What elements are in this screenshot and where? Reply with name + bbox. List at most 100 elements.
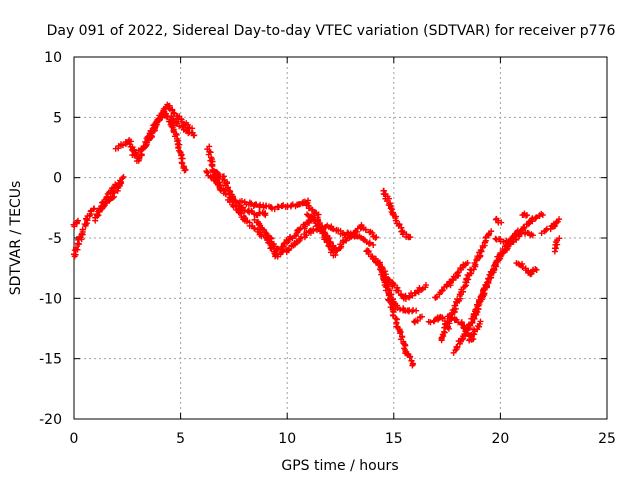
data-point — [418, 286, 425, 293]
data-point — [402, 292, 409, 299]
data-point — [275, 245, 282, 252]
series-track-9 — [210, 167, 269, 219]
data-point — [427, 319, 434, 326]
data-point — [477, 252, 484, 259]
data-point — [96, 208, 103, 215]
data-point — [165, 104, 172, 111]
data-point — [70, 251, 77, 258]
data-point — [520, 224, 527, 231]
data-point — [454, 343, 461, 350]
data-point — [409, 308, 416, 315]
data-point — [314, 222, 321, 229]
series-track-7 — [168, 113, 198, 139]
series-track-27 — [492, 229, 536, 248]
series-track-15 — [344, 229, 377, 248]
series-track-18 — [375, 259, 416, 369]
data-point — [464, 259, 471, 266]
data-point — [168, 123, 175, 130]
series-track-2 — [70, 217, 81, 230]
data-point — [91, 205, 98, 212]
data-point — [327, 239, 334, 246]
x-tick-label: 25 — [598, 431, 616, 447]
y-tick-label: 0 — [53, 171, 62, 187]
y-tick-label: -15 — [39, 352, 62, 368]
data-point — [227, 188, 234, 195]
data-point — [477, 318, 484, 325]
data-point — [375, 260, 382, 267]
data-point — [79, 226, 86, 233]
data-point — [127, 138, 134, 145]
data-point — [169, 118, 176, 125]
series-track-11 — [237, 197, 312, 213]
data-point — [406, 354, 413, 361]
data-point — [366, 240, 373, 247]
data-point — [72, 244, 79, 251]
data-point — [439, 287, 446, 294]
data-point — [222, 190, 229, 197]
series-track-6 — [129, 101, 196, 159]
data-point — [181, 167, 188, 174]
data-point — [275, 203, 282, 210]
data-point — [414, 317, 421, 324]
series-track-21 — [425, 313, 452, 332]
data-point — [468, 319, 475, 326]
data-point — [414, 288, 421, 295]
data-point — [524, 212, 531, 219]
series-track-1 — [70, 205, 98, 260]
data-point — [168, 113, 175, 120]
data-point — [461, 331, 468, 338]
data-point — [394, 324, 401, 331]
data-point — [293, 238, 300, 245]
x-tick-label: 0 — [70, 431, 79, 447]
data-point — [111, 189, 118, 196]
data-point — [293, 230, 300, 237]
data-point — [532, 266, 539, 273]
data-point — [413, 307, 420, 314]
data-point — [280, 240, 287, 247]
data-point — [407, 234, 414, 241]
data-point — [463, 275, 470, 282]
data-point — [191, 132, 198, 139]
data-point — [451, 302, 458, 309]
y-tick-labels: -20 -15 -10 -5 0 5 10 — [39, 50, 62, 428]
data-point — [279, 202, 286, 209]
data-point — [369, 229, 376, 236]
data-point — [132, 149, 139, 156]
data-point — [387, 205, 394, 212]
data-point — [362, 226, 369, 233]
y-axis-label: SDTVAR / TECUs — [8, 181, 24, 296]
data-point — [539, 212, 546, 219]
x-axis-label: GPS time / hours — [281, 458, 398, 474]
data-point — [441, 329, 448, 336]
series-track-14 — [304, 211, 380, 255]
data-point — [533, 214, 540, 221]
chart-title: Day 091 of 2022, Sidereal Day-to-day VTE… — [47, 23, 616, 39]
data-point — [262, 210, 269, 217]
data-point — [422, 282, 429, 289]
data-point — [498, 219, 505, 226]
data-point — [396, 330, 403, 337]
data-point — [380, 275, 387, 282]
series-track-24 — [444, 313, 484, 344]
series-track-26 — [468, 210, 546, 326]
data-point — [488, 228, 495, 235]
data-point — [300, 199, 307, 206]
data-point — [470, 336, 477, 343]
data-point — [479, 242, 486, 249]
data-point — [409, 362, 416, 369]
data-point — [397, 329, 404, 336]
series-track-32 — [492, 215, 505, 226]
data-point — [103, 199, 110, 206]
series-track-29 — [538, 216, 563, 237]
series-track-4 — [93, 180, 124, 218]
data-point — [556, 216, 563, 223]
x-tick-label: 10 — [278, 431, 296, 447]
data-point — [418, 313, 425, 320]
data-point — [74, 217, 81, 224]
series-track-16 — [380, 187, 414, 241]
series-track-30 — [551, 235, 563, 255]
data-point — [521, 224, 528, 231]
data-point — [388, 291, 395, 298]
series-track-17 — [363, 247, 429, 302]
